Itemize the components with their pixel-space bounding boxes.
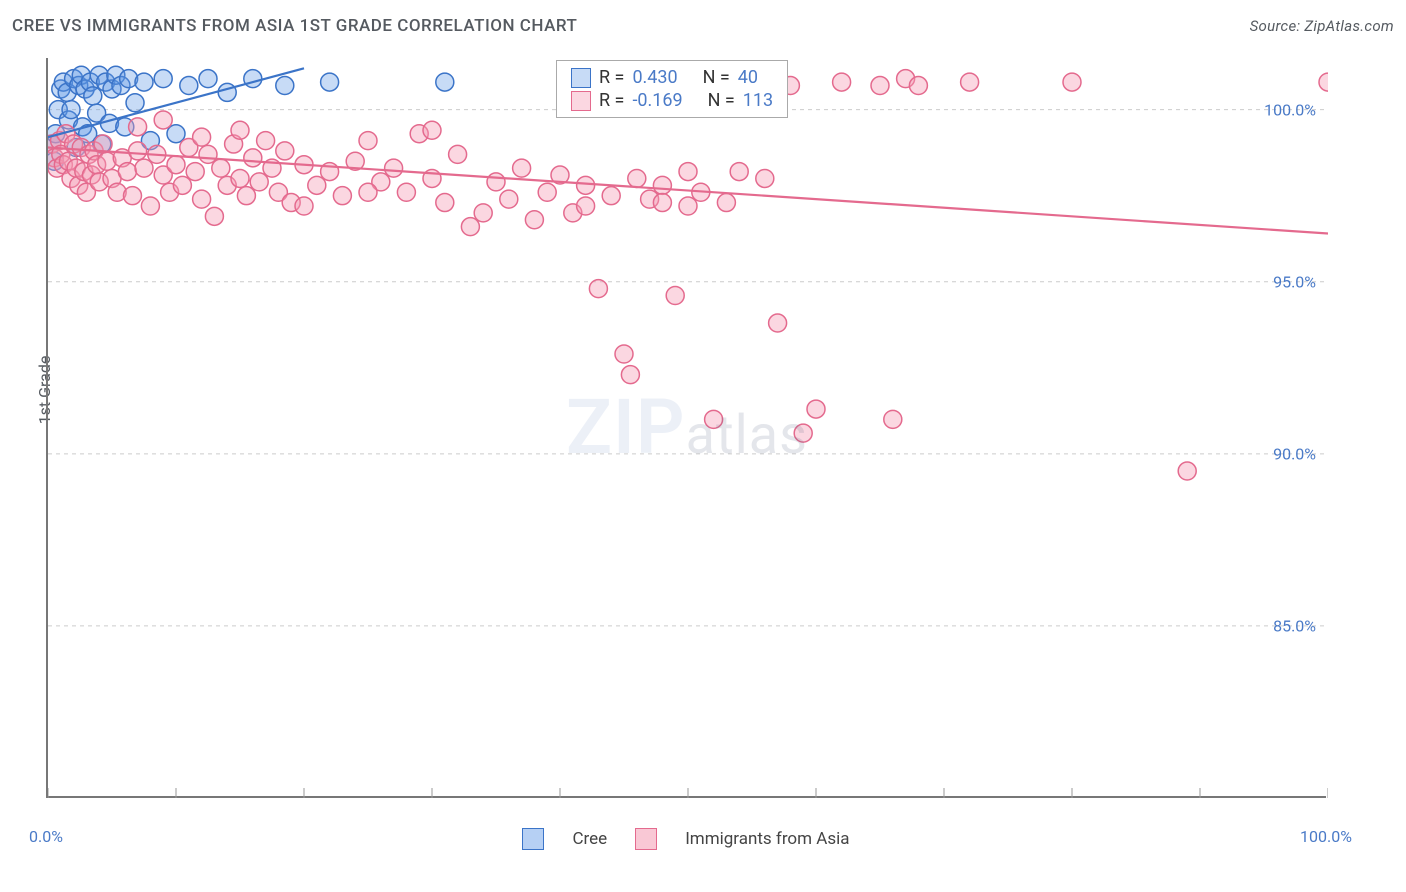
legend-label: Immigrants from Asia xyxy=(685,829,849,849)
legend-label: Cree xyxy=(572,829,607,849)
correlation-row: R =-0.169 N =113 xyxy=(571,90,773,111)
correlation-row: R =0.430 N =40 xyxy=(571,67,773,88)
legend-swatch-icon xyxy=(635,828,657,850)
series-swatch-icon xyxy=(571,68,591,88)
series-swatch-icon xyxy=(571,91,591,111)
scatter-svg xyxy=(48,58,1328,798)
correlation-box: R =0.430 N =40R =-0.169 N =113 xyxy=(556,60,788,118)
source-credit: Source: ZipAtlas.com xyxy=(1250,17,1394,35)
legend-swatch-icon xyxy=(522,828,544,850)
legend: Cree Immigrants from Asia xyxy=(46,828,1326,850)
plot-area: ZIPatlas R =0.430 N =40R =-0.169 N =113 xyxy=(46,58,1326,798)
chart-title: CREE VS IMMIGRANTS FROM ASIA 1ST GRADE C… xyxy=(12,16,577,36)
